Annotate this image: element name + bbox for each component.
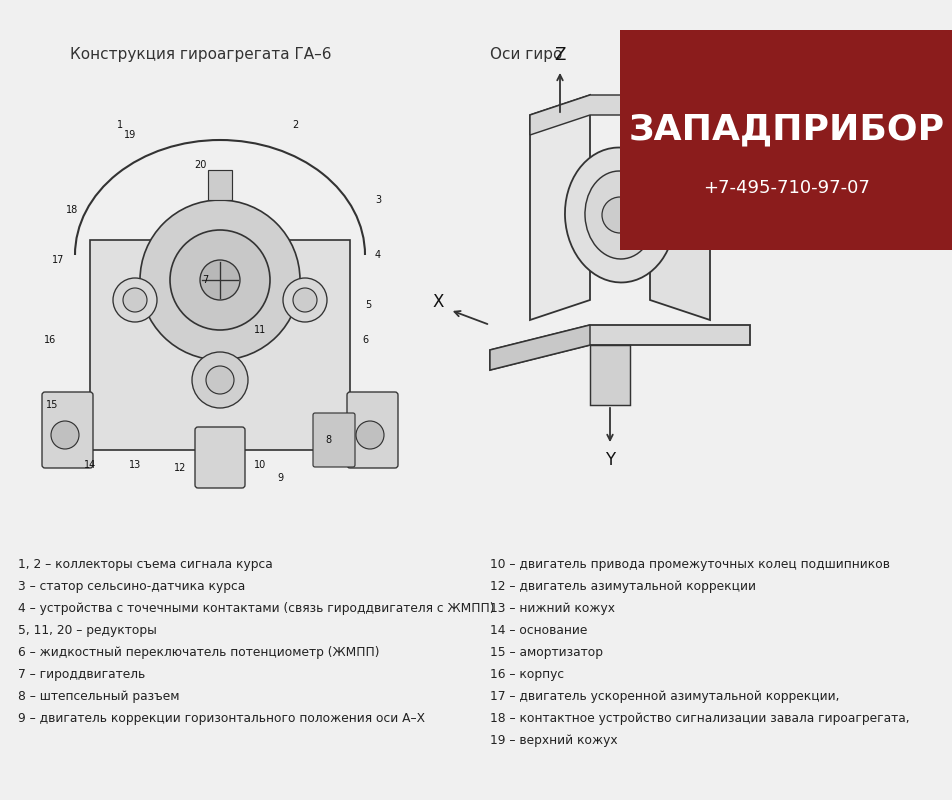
Circle shape — [140, 200, 300, 360]
Text: 8 – штепсельный разъем: 8 – штепсельный разъем — [18, 690, 179, 703]
Circle shape — [200, 260, 240, 300]
Text: X: X — [432, 293, 444, 311]
Text: 14 – основание: 14 – основание — [489, 624, 586, 637]
FancyBboxPatch shape — [312, 413, 355, 467]
Text: 19 – верхний кожух: 19 – верхний кожух — [489, 734, 617, 747]
Text: 10: 10 — [253, 460, 266, 470]
Text: 6: 6 — [362, 335, 367, 345]
Polygon shape — [489, 325, 589, 370]
Text: 13 – нижний кожух: 13 – нижний кожух — [489, 602, 614, 615]
Circle shape — [113, 278, 157, 322]
Text: 3 – статор сельсино-датчика курса: 3 – статор сельсино-датчика курса — [18, 580, 245, 593]
Text: Оси гиро: Оси гиро — [489, 47, 562, 62]
Text: 16: 16 — [44, 335, 56, 345]
Text: 13: 13 — [129, 460, 141, 470]
Text: 8: 8 — [325, 435, 330, 445]
Text: 3: 3 — [374, 195, 381, 205]
Circle shape — [602, 197, 637, 233]
Circle shape — [51, 421, 79, 449]
Circle shape — [283, 278, 327, 322]
Text: 9 – двигатель коррекции горизонтального положения оси А–Х: 9 – двигатель коррекции горизонтального … — [18, 712, 425, 725]
Circle shape — [292, 288, 317, 312]
Text: 9: 9 — [277, 473, 283, 483]
FancyBboxPatch shape — [89, 240, 349, 450]
Text: 5, 11, 20 – редукторы: 5, 11, 20 – редукторы — [18, 624, 157, 637]
Text: Конструкция гироагрегата ГА–6: Конструкция гироагрегата ГА–6 — [69, 47, 331, 62]
Circle shape — [206, 366, 234, 394]
Circle shape — [356, 421, 384, 449]
Text: 15: 15 — [46, 400, 58, 410]
FancyBboxPatch shape — [208, 170, 231, 200]
Text: 18 – контактное устройство сигнализации завала гироагрегата,: 18 – контактное устройство сигнализации … — [489, 712, 908, 725]
Polygon shape — [489, 325, 749, 370]
Text: 19: 19 — [124, 130, 136, 140]
Text: 18: 18 — [66, 205, 78, 215]
Text: 2: 2 — [291, 120, 298, 130]
Text: 12: 12 — [173, 463, 186, 473]
FancyBboxPatch shape — [195, 427, 245, 488]
Text: 4: 4 — [374, 250, 381, 260]
Text: Y: Y — [605, 451, 614, 469]
Ellipse shape — [585, 171, 654, 259]
Text: 12 – двигатель азимутальной коррекции: 12 – двигатель азимутальной коррекции — [489, 580, 755, 593]
Circle shape — [169, 230, 269, 330]
Text: 7 – гироддвигатель: 7 – гироддвигатель — [18, 668, 145, 681]
Text: Z: Z — [765, 189, 777, 207]
Text: 1, 2 – коллекторы съема сигнала курса: 1, 2 – коллекторы съема сигнала курса — [18, 558, 272, 571]
Text: Z: Z — [554, 46, 565, 64]
Polygon shape — [589, 345, 629, 405]
Text: ЗАПАДПРИБОР: ЗАПАДПРИБОР — [627, 112, 943, 146]
Text: 17 – двигатель ускоренной азимутальной коррекции,: 17 – двигатель ускоренной азимутальной к… — [489, 690, 839, 703]
Polygon shape — [529, 95, 709, 135]
Circle shape — [191, 352, 248, 408]
FancyBboxPatch shape — [620, 30, 952, 250]
Text: 7: 7 — [202, 275, 208, 285]
Text: 17: 17 — [51, 255, 64, 265]
Text: 11: 11 — [253, 325, 266, 335]
Polygon shape — [529, 95, 589, 320]
Polygon shape — [649, 95, 709, 320]
Text: 1: 1 — [117, 120, 123, 130]
Text: 6 – жидкостный переключатель потенциометр (ЖМПП): 6 – жидкостный переключатель потенциомет… — [18, 646, 379, 659]
Text: 4 – устройства с точечными контактами (связь гироддвигателя с ЖМПП): 4 – устройства с точечными контактами (с… — [18, 602, 494, 615]
Text: +7-495-710-97-07: +7-495-710-97-07 — [703, 179, 869, 198]
Text: 14: 14 — [84, 460, 96, 470]
Ellipse shape — [565, 147, 674, 282]
Circle shape — [123, 288, 147, 312]
FancyBboxPatch shape — [347, 392, 398, 468]
Text: 20: 20 — [193, 160, 206, 170]
Text: 10 – двигатель привода промежуточных колец подшипников: 10 – двигатель привода промежуточных кол… — [489, 558, 889, 571]
Text: 15 – амортизатор: 15 – амортизатор — [489, 646, 603, 659]
Text: 16 – корпус: 16 – корпус — [489, 668, 564, 681]
FancyBboxPatch shape — [42, 392, 93, 468]
Text: 5: 5 — [365, 300, 370, 310]
